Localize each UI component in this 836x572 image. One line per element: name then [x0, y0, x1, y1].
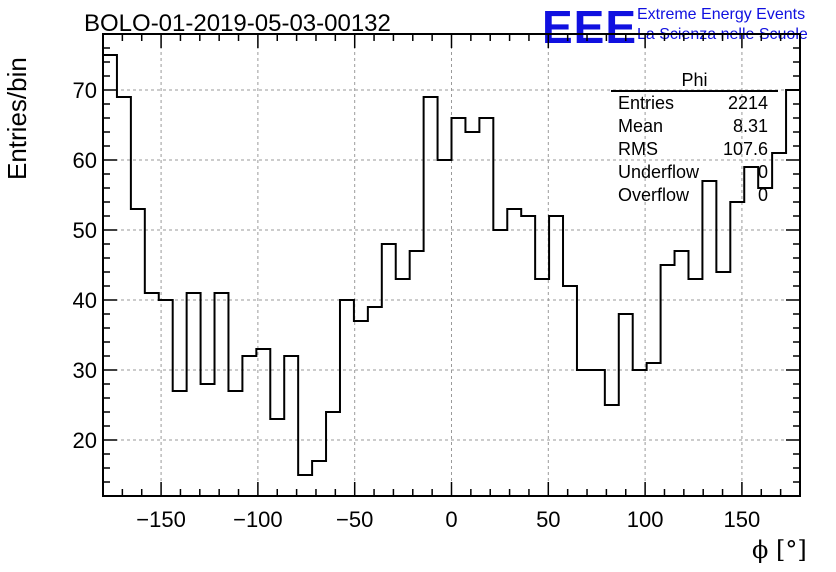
- x-tick-label: 150: [724, 507, 761, 532]
- stat-row-entries: Entries 2214: [611, 92, 778, 115]
- stat-value: 2214: [727, 93, 768, 113]
- x-axis-label: ϕ [°]: [752, 536, 807, 564]
- x-tick-label: −150: [136, 507, 186, 532]
- y-tick-label: 20: [73, 428, 97, 453]
- y-tick-label: 70: [73, 78, 97, 103]
- stat-value: 0: [757, 162, 768, 182]
- stat-label: RMS: [618, 139, 658, 159]
- tick-labels: −150 −100 −50 0 50 100 150 20 30 40 50 60 70: [73, 78, 761, 532]
- histogram-line: [103, 54, 800, 476]
- x-tick-label: 100: [627, 507, 664, 532]
- x-tick-label: −100: [233, 507, 283, 532]
- y-tick-label: 50: [73, 218, 97, 243]
- logo-line-1: Extreme Energy Events: [637, 6, 806, 23]
- stat-row-underflow: Underflow 0: [611, 161, 778, 184]
- y-tick-label: 30: [73, 358, 97, 383]
- stat-label: Entries: [618, 93, 675, 113]
- eee-logo: EEE: [542, 1, 638, 53]
- stat-row-overflow: Overflow 0: [611, 184, 778, 207]
- stat-value: 8.31: [732, 116, 768, 136]
- stat-row-rms: RMS 107.6: [611, 138, 778, 161]
- stat-value: 0: [757, 185, 768, 205]
- stat-value: 107.6: [722, 139, 768, 159]
- x-tick-label: −50: [336, 507, 373, 532]
- y-tick-label: 60: [73, 148, 97, 173]
- stats-box: Phi Entries 2214 Mean 8.31 RMS 107.6 Und…: [611, 70, 778, 207]
- plot-frame: [102, 33, 801, 497]
- stat-row-mean: Mean 8.31: [611, 115, 778, 138]
- chart-title: BOLO-01-2019-05-03-00132: [84, 10, 391, 37]
- stats-title: Phi: [611, 70, 778, 92]
- stat-label: Underflow: [618, 162, 700, 182]
- stat-label: Overflow: [618, 185, 690, 205]
- stat-label: Mean: [618, 116, 664, 136]
- y-tick-label: 40: [73, 288, 97, 313]
- x-tick-label: 0: [445, 507, 457, 532]
- x-tick-label: 50: [536, 507, 560, 532]
